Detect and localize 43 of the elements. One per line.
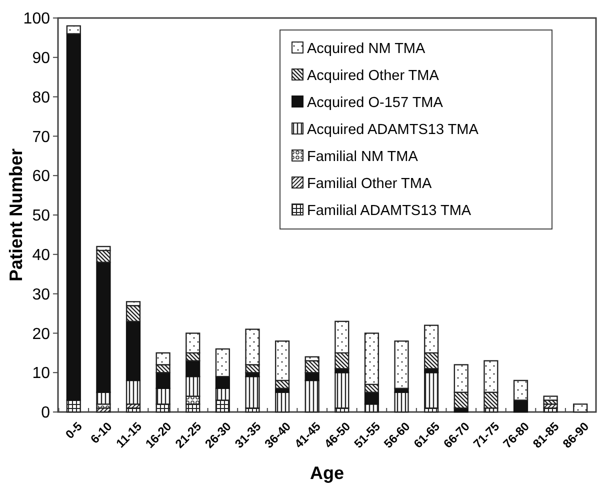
legend-label: Familial Other TMA: [307, 176, 432, 192]
bar: [304, 380, 320, 413]
y-tick-label: 30: [32, 286, 50, 304]
y-tick-label: 20: [32, 326, 50, 343]
bar: [394, 340, 409, 389]
bar: [96, 392, 111, 405]
bar: [126, 305, 141, 322]
y-tick-label: 40: [32, 247, 50, 264]
bar: [215, 348, 230, 378]
bar: [215, 376, 230, 389]
y-tick-label: 60: [32, 168, 50, 186]
y-tick-label: 0: [41, 404, 50, 422]
x-tick-label: 0-5: [62, 419, 86, 442]
legend-label: Acquired NM TMA: [307, 41, 426, 58]
legend-label: Familial ADAMTS13 TMA: [307, 203, 472, 220]
y-tick-label: 50: [32, 208, 50, 225]
legend-label: Familial NM TMA: [307, 149, 418, 166]
bar: [66, 33, 81, 401]
bar: [543, 396, 558, 401]
y-axis-title: Patient Number: [6, 148, 26, 282]
bar: [394, 392, 409, 413]
y-tick-label: 100: [23, 10, 50, 28]
legend-label: Acquired O-157 TMA: [307, 95, 444, 112]
legend-label: Acquired Other TMA: [307, 68, 440, 84]
bar: [513, 380, 528, 401]
bar: [96, 250, 111, 263]
bar: [424, 372, 439, 409]
bar: [156, 372, 170, 389]
legend-label: Acquired ADAMTS13 TMA: [307, 122, 479, 138]
bar: [66, 25, 81, 34]
bar: [126, 320, 141, 382]
bar: [186, 360, 200, 378]
bar: [126, 380, 141, 405]
bar: [245, 376, 260, 409]
y-tick-label: 10: [32, 365, 50, 382]
bar: [573, 404, 588, 413]
y-tick-label: 70: [32, 128, 50, 146]
bar: [334, 372, 350, 409]
y-tick-label: 80: [32, 89, 50, 106]
bar: [96, 262, 111, 393]
y-tick-label: 90: [32, 50, 50, 67]
x-axis-title: Age: [310, 463, 344, 483]
bar: [274, 392, 290, 413]
